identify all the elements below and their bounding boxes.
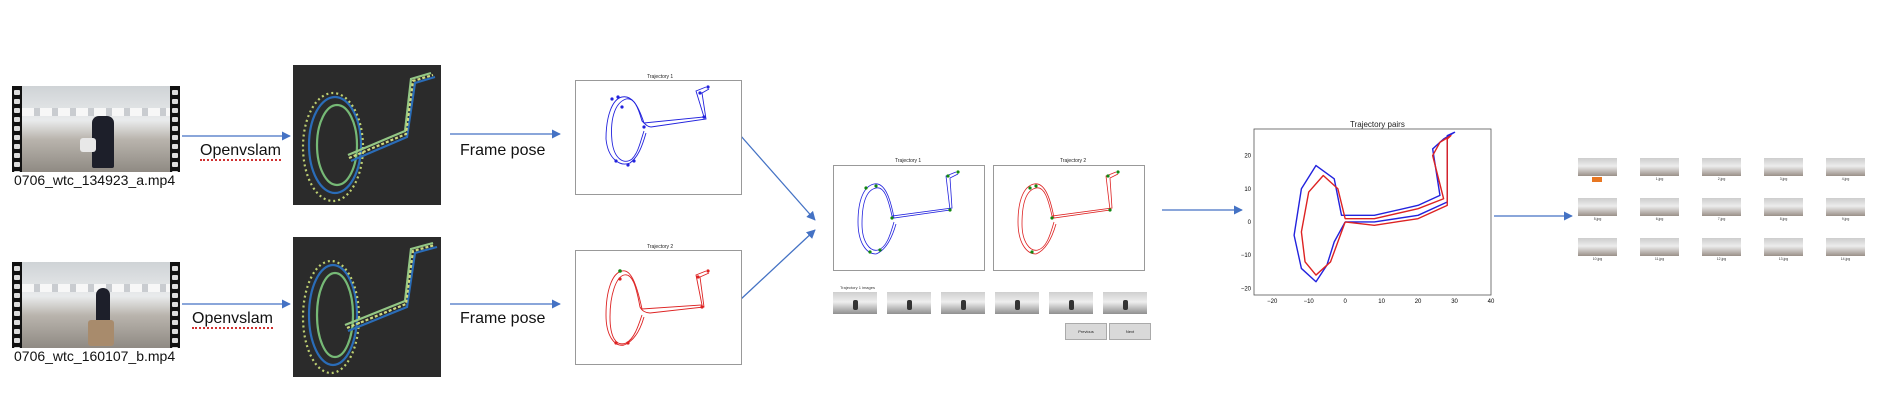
step-label-openvslam-b: Openvslam bbox=[192, 310, 273, 329]
film-strip bbox=[12, 262, 22, 348]
frame-thumbnail[interactable] bbox=[1826, 198, 1865, 216]
frame-thumbnail[interactable] bbox=[1826, 158, 1865, 176]
gui-image-thumb-2[interactable] bbox=[887, 292, 931, 314]
frame-thumbnail[interactable] bbox=[1764, 238, 1803, 256]
video-thumbnail-b bbox=[12, 262, 180, 348]
gui-trajectory-1-title: Trajectory 1 bbox=[895, 158, 922, 164]
x-tick-label: 30 bbox=[1451, 299, 1458, 305]
gui-trajectory-2-plot[interactable] bbox=[993, 165, 1145, 271]
gui-image-thumb-5[interactable] bbox=[1049, 292, 1093, 314]
video-frame-scene bbox=[22, 262, 170, 348]
slam-point-cloud-a bbox=[293, 65, 441, 205]
frame-thumbnail[interactable] bbox=[1826, 238, 1865, 256]
frame-caption: 12.jpg bbox=[1716, 257, 1727, 261]
film-strip bbox=[170, 262, 180, 348]
trajectory-1-curve bbox=[605, 85, 710, 167]
slam-point-cloud-b bbox=[293, 237, 441, 377]
chart-frame bbox=[1253, 128, 1492, 296]
trajectory-2-curve bbox=[605, 269, 710, 346]
video-filename-a: 0706_wtc_134923_a.mp4 bbox=[14, 172, 176, 188]
trajectory-2-title: Trajectory 2 bbox=[647, 244, 674, 250]
step-label-frame-pose-b: Frame pose bbox=[460, 310, 546, 327]
x-tick-label: 10 bbox=[1378, 299, 1385, 305]
x-tick-label: 20 bbox=[1415, 299, 1422, 305]
gui-trajectory-2-title: Trajectory 2 bbox=[1060, 158, 1087, 164]
frame-caption: 5.jpg bbox=[1593, 217, 1602, 221]
trajectory-2-plot bbox=[575, 250, 742, 365]
frame-caption: 9.jpg bbox=[1841, 217, 1850, 221]
frame-caption: 2.jpg bbox=[1717, 177, 1726, 181]
pairs-chart-title: Trajectory pairs bbox=[1350, 120, 1405, 129]
trajectory-1-title: Trajectory 1 bbox=[647, 74, 674, 80]
step-label-frame-pose-a: Frame pose bbox=[460, 142, 546, 159]
gui-trajectory-2-curve bbox=[1017, 170, 1120, 255]
frame-caption: 1.jpg bbox=[1655, 177, 1664, 181]
frame-thumbnail[interactable] bbox=[1702, 198, 1741, 216]
y-tick-label: −20 bbox=[1241, 286, 1252, 292]
frame-thumbnail[interactable] bbox=[1578, 238, 1617, 256]
frame-caption: 14.jpg bbox=[1840, 257, 1851, 261]
film-strip bbox=[12, 86, 22, 172]
video-filename-b: 0706_wtc_160107_b.mp4 bbox=[14, 348, 176, 364]
x-tick-label: −10 bbox=[1304, 299, 1315, 305]
frame-caption: 11.jpg bbox=[1654, 257, 1665, 261]
video-thumbnail-a bbox=[12, 86, 180, 172]
frame-thumbnail[interactable] bbox=[1702, 158, 1741, 176]
frame-thumbnail[interactable] bbox=[1764, 158, 1803, 176]
y-tick-label: 20 bbox=[1244, 154, 1251, 160]
x-tick-label: 40 bbox=[1488, 299, 1495, 305]
step-label-openvslam-a: Openvslam bbox=[200, 142, 281, 161]
frame-thumbnail[interactable] bbox=[1702, 238, 1741, 256]
x-tick-label: 0 bbox=[1343, 299, 1347, 305]
selected-frame-marker bbox=[1592, 177, 1602, 182]
frame-thumbnail[interactable] bbox=[1640, 198, 1679, 216]
frame-caption: 13.jpg bbox=[1778, 257, 1789, 261]
frame-caption: 8.jpg bbox=[1779, 217, 1788, 221]
x-tick-label: −20 bbox=[1267, 299, 1278, 305]
frame-caption: 7.jpg bbox=[1717, 217, 1726, 221]
frame-thumbnail[interactable] bbox=[1578, 198, 1617, 216]
trajectory-1-plot bbox=[575, 80, 742, 195]
gui-image-thumb-1[interactable] bbox=[833, 292, 877, 314]
previous-button[interactable]: Previous bbox=[1065, 323, 1107, 340]
gui-image-thumb-3[interactable] bbox=[941, 292, 985, 314]
y-tick-label: −10 bbox=[1241, 253, 1252, 259]
video-frame-scene bbox=[22, 86, 170, 172]
gui-trajectory-1-curve bbox=[857, 170, 960, 255]
frame-caption: 3.jpg bbox=[1779, 177, 1788, 181]
gui-image-thumb-4[interactable] bbox=[995, 292, 1039, 314]
frame-caption: 6.jpg bbox=[1655, 217, 1664, 221]
frame-caption: 4.jpg bbox=[1841, 177, 1850, 181]
trajectory-series-line-2 bbox=[1300, 134, 1452, 276]
gui-images-label: Trajectory 1 images bbox=[840, 285, 875, 290]
trajectory-pairs-chart: −20 −10 0 10 20 30 40 20 10 0 −10 −20 bbox=[1241, 128, 1495, 305]
arrow-traj2-to-gui bbox=[739, 229, 816, 301]
frame-thumbnail[interactable] bbox=[1764, 198, 1803, 216]
film-strip bbox=[170, 86, 180, 172]
frame-grid: 1.jpg 2.jpg 3.jpg 4.jpg 5.jpg 6.jpg 7.jpg 8.jpg… bbox=[1578, 158, 1878, 288]
gui-image-thumb-6[interactable] bbox=[1103, 292, 1147, 314]
next-button[interactable]: Next bbox=[1109, 323, 1151, 340]
frame-thumbnail[interactable] bbox=[1578, 158, 1617, 176]
y-tick-label: 10 bbox=[1244, 187, 1251, 193]
frame-thumbnail[interactable] bbox=[1640, 238, 1679, 256]
frame-caption: 10.jpg bbox=[1592, 257, 1603, 261]
frame-thumbnail[interactable] bbox=[1640, 158, 1679, 176]
arrow-traj1-to-gui bbox=[739, 134, 816, 221]
y-tick-label: 0 bbox=[1248, 220, 1252, 226]
gui-trajectory-1-plot[interactable] bbox=[833, 165, 985, 271]
